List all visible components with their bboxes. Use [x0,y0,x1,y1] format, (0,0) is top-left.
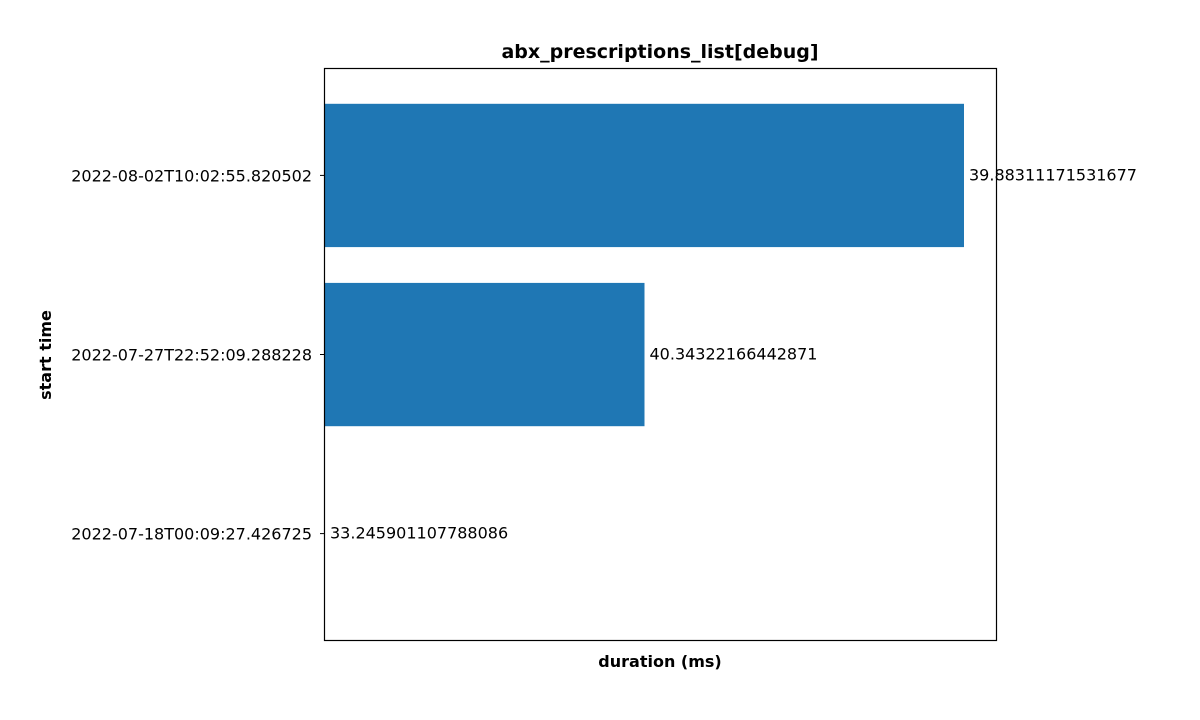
y-axis-ticks: 2022-07-18T00:09:27.426725 2022-07-27T22:… [71,166,325,544]
y-tick-label: 2022-07-18T00:09:27.426725 [71,525,312,544]
bar-value-label: 40.34322166442871 [650,345,818,364]
data-labels: 33.245901107788086 40.34322166442871 39.88… [330,165,1137,542]
bar [325,282,645,427]
y-tick-label: 2022-07-27T22:52:09.288228 [71,346,312,365]
chart-title: abx_prescriptions_list[debug] [501,41,818,63]
bar-value-label: 39.88311171531677 [969,165,1137,184]
bar [325,103,964,248]
bar-value-label: 33.245901107788086 [330,524,508,543]
y-tick-label: 2022-08-02T10:02:55.820502 [71,166,312,185]
bars-layer [325,103,964,427]
x-axis-label: duration (ms) [598,652,721,671]
y-axis-label: start time [36,310,55,400]
